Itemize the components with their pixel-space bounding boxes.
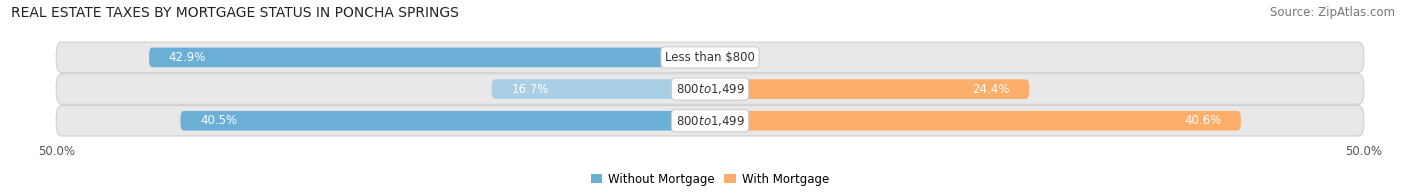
Text: Source: ZipAtlas.com: Source: ZipAtlas.com	[1270, 6, 1395, 19]
Text: 0.0%: 0.0%	[723, 51, 752, 64]
FancyBboxPatch shape	[710, 111, 1241, 131]
Legend: Without Mortgage, With Mortgage: Without Mortgage, With Mortgage	[586, 168, 834, 190]
FancyBboxPatch shape	[710, 79, 1029, 99]
FancyBboxPatch shape	[56, 74, 1364, 104]
Text: 24.4%: 24.4%	[972, 82, 1010, 96]
FancyBboxPatch shape	[149, 48, 710, 67]
Text: $800 to $1,499: $800 to $1,499	[675, 114, 745, 128]
Text: 42.9%: 42.9%	[169, 51, 207, 64]
Text: 40.6%: 40.6%	[1184, 114, 1222, 127]
Text: 16.7%: 16.7%	[512, 82, 548, 96]
Text: $800 to $1,499: $800 to $1,499	[675, 82, 745, 96]
Text: REAL ESTATE TAXES BY MORTGAGE STATUS IN PONCHA SPRINGS: REAL ESTATE TAXES BY MORTGAGE STATUS IN …	[11, 6, 460, 20]
FancyBboxPatch shape	[56, 42, 1364, 73]
Text: 40.5%: 40.5%	[200, 114, 238, 127]
FancyBboxPatch shape	[492, 79, 710, 99]
Text: Less than $800: Less than $800	[665, 51, 755, 64]
FancyBboxPatch shape	[56, 105, 1364, 136]
FancyBboxPatch shape	[180, 111, 710, 131]
